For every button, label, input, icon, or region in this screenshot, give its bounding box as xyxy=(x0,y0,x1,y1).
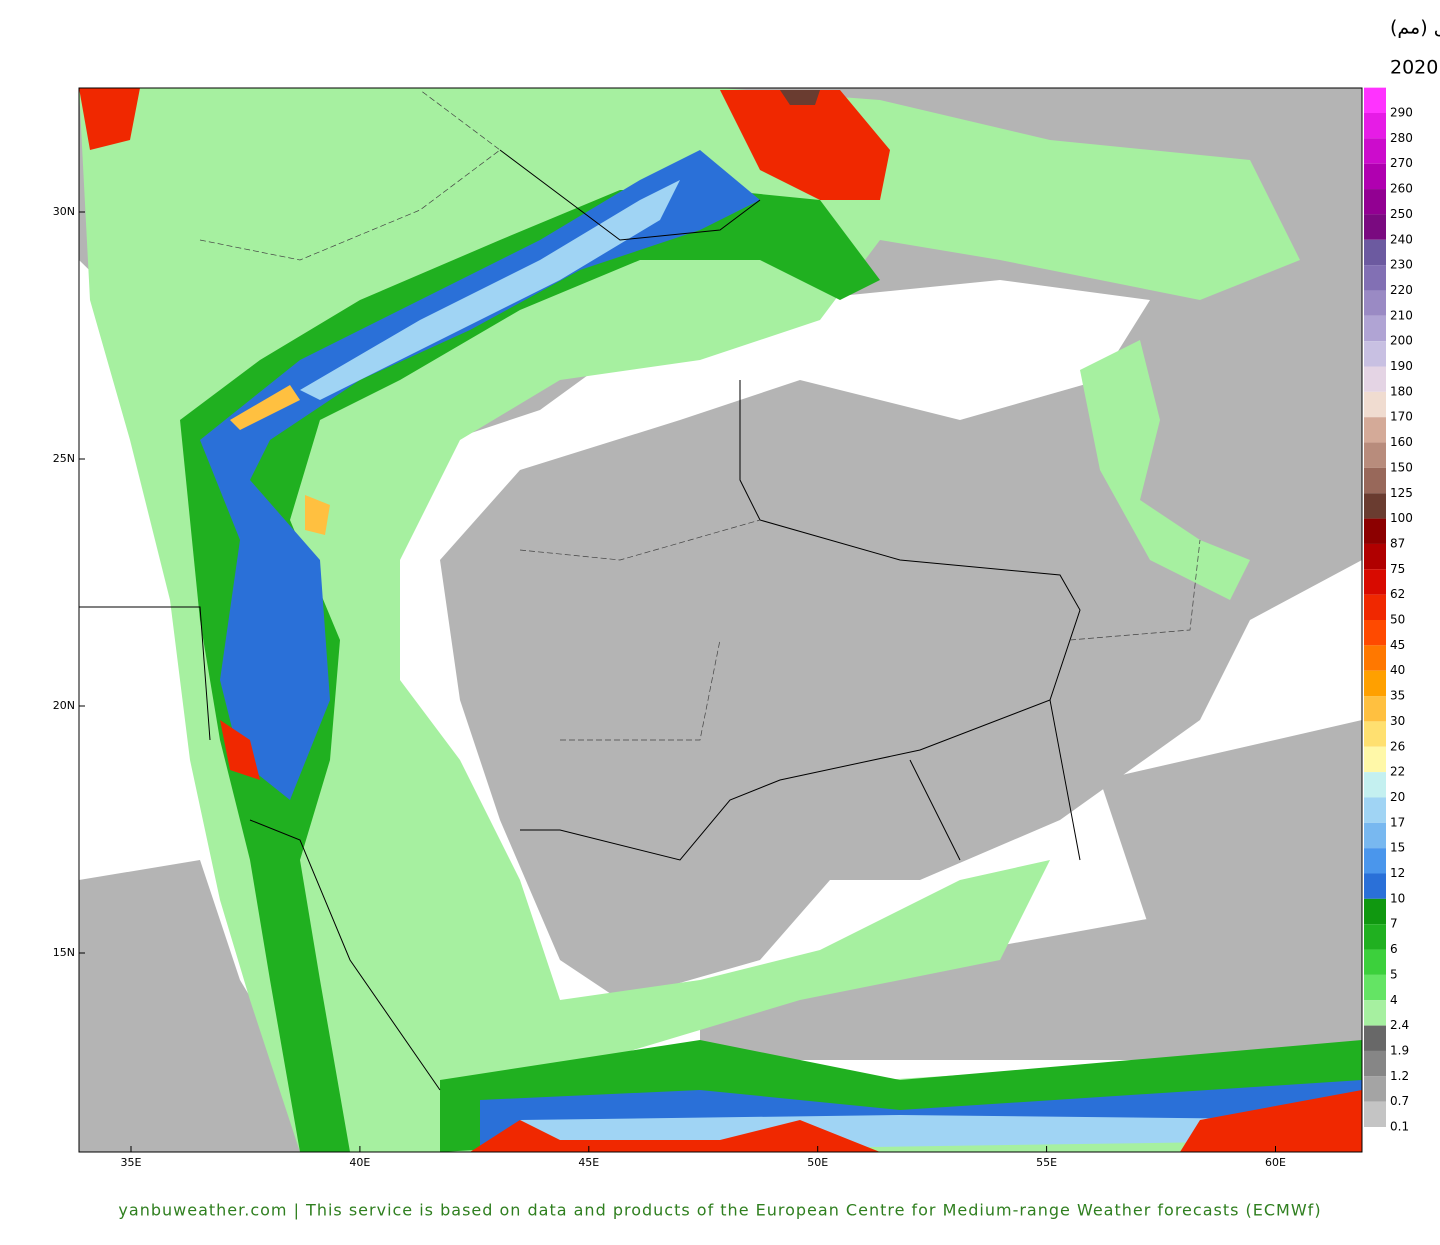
legend-swatch xyxy=(1364,518,1386,544)
x-axis-label: 50E xyxy=(807,1156,828,1169)
legend-swatch xyxy=(1364,873,1386,899)
legend-swatch xyxy=(1364,189,1386,215)
legend-label: 210 xyxy=(1390,308,1413,322)
x-axis-label: 40E xyxy=(349,1156,370,1169)
legend-label: 62 xyxy=(1390,587,1405,601)
legend-label: 87 xyxy=(1390,536,1405,550)
legend-swatch xyxy=(1364,138,1386,164)
legend-label: 20 xyxy=(1390,790,1405,804)
legend-label: 125 xyxy=(1390,486,1413,500)
legend-swatch xyxy=(1364,366,1386,392)
x-axis-label: 60E xyxy=(1265,1156,1286,1169)
legend-label: 230 xyxy=(1390,258,1413,272)
footer: yanbuweather.com | This service is based… xyxy=(118,1201,1321,1220)
legend-swatch xyxy=(1364,1101,1386,1127)
legend-swatch xyxy=(1364,493,1386,519)
title: نموذج ECMWf - تراكم الهطول (مم) xyxy=(1390,17,1440,39)
y-axis-label: 25N xyxy=(53,452,75,465)
legend-swatch xyxy=(1364,746,1386,773)
legend-swatch xyxy=(1364,1076,1386,1102)
legend-swatch xyxy=(1364,467,1386,494)
x-axis-label: 45E xyxy=(578,1156,599,1169)
legend-swatch xyxy=(1364,898,1386,925)
legend-swatch xyxy=(1364,974,1386,1001)
legend-label: 15 xyxy=(1390,841,1405,855)
legend-label: 150 xyxy=(1390,460,1413,474)
legend-label: 17 xyxy=(1390,815,1405,829)
legend-label: 6 xyxy=(1390,942,1398,956)
legend-swatch xyxy=(1364,822,1386,849)
legend-label: 45 xyxy=(1390,638,1405,652)
legend-label: 270 xyxy=(1390,156,1413,170)
colorbar: 290 280 270 260 250 240 230 220 210 200 190 180 170 1… xyxy=(1364,87,1413,1134)
legend-swatch xyxy=(1364,924,1386,950)
legend-swatch xyxy=(1364,1050,1386,1077)
legend-label: 2.4 xyxy=(1390,1018,1409,1032)
legend-swatch xyxy=(1364,315,1386,342)
legend-swatch xyxy=(1364,417,1386,443)
map xyxy=(79,88,1362,1152)
legend-swatch xyxy=(1364,290,1386,316)
legend-swatch xyxy=(1364,721,1386,747)
legend-label: 260 xyxy=(1390,182,1413,196)
legend-label: 290 xyxy=(1390,106,1413,120)
legend-label: 22 xyxy=(1390,765,1405,779)
legend-swatch xyxy=(1364,569,1386,595)
legend-label: 7 xyxy=(1390,917,1398,931)
legend-swatch xyxy=(1364,645,1386,671)
x-axis-label: 35E xyxy=(121,1156,142,1169)
subtitle: تحديث [12Z] 15 ديسمبر 2020 -- [240] س --… xyxy=(1390,57,1440,79)
map-frame xyxy=(78,87,1363,1153)
legend-label: 1.2 xyxy=(1390,1069,1409,1083)
legend-swatch xyxy=(1364,696,1386,722)
legend-label: 5 xyxy=(1390,967,1398,981)
legend-swatch xyxy=(1364,87,1386,113)
legend-swatch xyxy=(1364,1000,1386,1026)
legend-label: 190 xyxy=(1390,359,1413,373)
legend-swatch xyxy=(1364,594,1386,620)
legend-swatch xyxy=(1364,265,1386,291)
legend-label: 40 xyxy=(1390,663,1405,677)
legend-swatch xyxy=(1364,442,1386,468)
legend-label: 12 xyxy=(1390,866,1405,880)
legend-label: 280 xyxy=(1390,131,1413,145)
legend-swatch xyxy=(1364,620,1386,646)
x-axis-label: 55E xyxy=(1036,1156,1057,1169)
y-axis-label: 15N xyxy=(53,946,75,959)
legend-swatch xyxy=(1364,113,1386,139)
legend-swatch xyxy=(1364,214,1386,240)
legend-label: 1.9 xyxy=(1390,1043,1409,1057)
legend-swatch xyxy=(1364,341,1386,367)
legend-swatch xyxy=(1364,1025,1386,1051)
legend-label: 35 xyxy=(1390,689,1405,703)
legend-swatch xyxy=(1364,391,1386,418)
legend-label: 240 xyxy=(1390,232,1413,246)
legend-label: 0.7 xyxy=(1390,1094,1409,1108)
legend-label: 0.1 xyxy=(1390,1120,1409,1134)
legend-label: 160 xyxy=(1390,435,1413,449)
legend-label: 220 xyxy=(1390,283,1413,297)
legend-label: 30 xyxy=(1390,714,1405,728)
legend-label: 10 xyxy=(1390,891,1405,905)
legend-label: 50 xyxy=(1390,613,1405,627)
legend-label: 100 xyxy=(1390,511,1413,525)
legend-label: 180 xyxy=(1390,384,1413,398)
legend-swatch xyxy=(1364,797,1386,823)
legend-swatch xyxy=(1364,239,1386,266)
legend-swatch xyxy=(1364,543,1386,570)
legend-swatch xyxy=(1364,163,1386,190)
legend-label: 250 xyxy=(1390,207,1413,221)
y-axis-label: 20N xyxy=(53,699,75,712)
legend-label: 75 xyxy=(1390,562,1405,576)
legend-label: 200 xyxy=(1390,334,1413,348)
legend-label: 26 xyxy=(1390,739,1405,753)
legend-swatch xyxy=(1364,772,1386,798)
legend-swatch xyxy=(1364,848,1386,874)
legend-label: 4 xyxy=(1390,993,1398,1007)
legend-label: 170 xyxy=(1390,410,1413,424)
legend-swatch xyxy=(1364,670,1386,697)
legend-swatch xyxy=(1364,949,1386,975)
y-axis-label: 30N xyxy=(53,205,75,218)
